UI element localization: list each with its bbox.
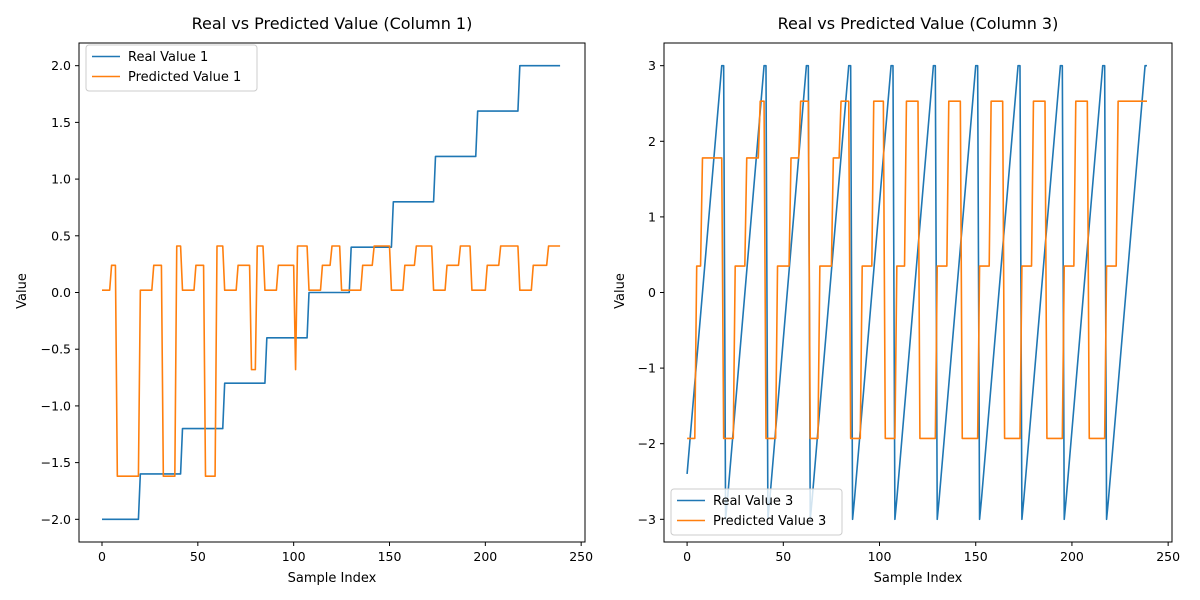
series-line-predicted (687, 100, 1147, 440)
x-axis-label: Sample Index (288, 571, 377, 586)
y-tick-label: −0.5 (41, 342, 71, 357)
x-tick-label: 200 (1060, 549, 1084, 564)
x-axis-label: Sample Index (874, 571, 963, 586)
series-line-real (102, 64, 561, 521)
y-tick-label: −1.5 (41, 455, 71, 470)
y-tick-label: −1.0 (41, 398, 71, 413)
x-tick-label: 200 (473, 549, 497, 564)
legend-entry: Predicted Value 3 (713, 514, 826, 529)
y-tick-label: 2.0 (51, 58, 71, 73)
x-tick-label: 100 (868, 549, 892, 564)
x-tick-label: 100 (282, 549, 306, 564)
y-tick-label: 2 (648, 134, 656, 149)
legend-box (85, 44, 258, 92)
y-axis-label: Value (15, 273, 30, 309)
y-tick-label: 0.5 (51, 228, 71, 243)
chart-title: Real vs Predicted Value (Column 1) (192, 14, 473, 33)
legend-entry: Real Value 1 (128, 50, 208, 65)
y-tick-label: −2 (638, 436, 656, 451)
chart-column-3: Real vs Predicted Value (Column 3) Sampl… (613, 14, 1180, 586)
x-tick-label: 0 (683, 549, 691, 564)
y-tick-label: 1 (648, 209, 656, 224)
x-tick-label: 0 (98, 549, 106, 564)
y-axis-label: Value (613, 273, 628, 309)
y-tick-label: −3 (638, 512, 656, 527)
plot-area (686, 64, 1147, 521)
x-tick-label: 150 (964, 549, 988, 564)
legend-entry: Predicted Value 1 (128, 70, 241, 85)
x-tick-label: 250 (569, 549, 593, 564)
x-tick-label: 50 (775, 549, 791, 564)
x-tick-label: 50 (190, 549, 206, 564)
y-tick-label: −2.0 (41, 512, 71, 527)
y-tick-label: 0 (648, 285, 656, 300)
x-tick-label: 150 (378, 549, 402, 564)
chart-column-1: Real vs Predicted Value (Column 1) Sampl… (15, 14, 593, 586)
legend: Real Value 1 Predicted Value 1 (85, 44, 258, 92)
plot-area (102, 64, 561, 521)
y-tick-label: 1.0 (51, 172, 71, 187)
y-tick-label: 3 (648, 58, 656, 73)
y-tick-label: 1.5 (51, 115, 71, 130)
chart-title: Real vs Predicted Value (Column 3) (778, 14, 1059, 33)
series-line-real (686, 64, 1147, 521)
y-tick-label: −1 (638, 361, 656, 376)
legend-entry: Real Value 3 (713, 494, 793, 509)
y-tick-label: 0.0 (51, 285, 71, 300)
x-tick-label: 250 (1156, 549, 1180, 564)
series-line-predicted (102, 245, 561, 478)
legend-box (670, 488, 843, 536)
legend: Real Value 3 Predicted Value 3 (670, 488, 843, 536)
